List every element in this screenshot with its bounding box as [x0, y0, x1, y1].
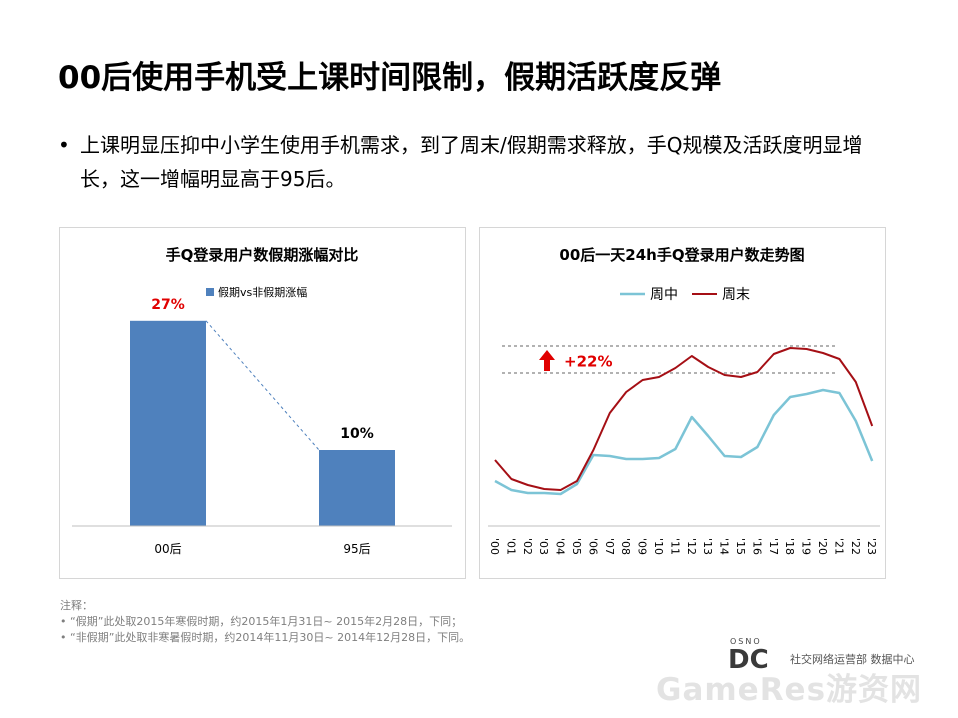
x-tick-label-21: '21 — [832, 538, 845, 555]
x-tick-label-20: '20 — [816, 538, 829, 555]
bar-1 — [130, 320, 206, 526]
bar-connector-line — [205, 320, 320, 451]
increase-annotation: +22% — [564, 353, 612, 371]
x-tick-label-22: '22 — [849, 538, 862, 555]
note-text-2: “非假期”此处取非寒暑假时期，约2014年11月30日~ 2014年12月28日… — [70, 631, 471, 644]
line-chart: 00后一天24h手Q登录用户数走势图 周中 周末 +22%'00'01'02'0… — [488, 246, 880, 555]
line-chart-panel: 00后一天24h手Q登录用户数走势图 周中 周末 +22% '00'01'02'0… — [479, 227, 886, 579]
bar-legend-swatch — [206, 288, 214, 296]
x-tick-label-4: '04 — [554, 538, 567, 555]
x-tick-label-15: '15 — [734, 538, 747, 555]
x-tick-label-7: '07 — [603, 538, 616, 555]
notes: 注释： • “假期”此处取2015年寒假时期，约2015年1月31日~ 2015… — [60, 598, 470, 646]
bullet-text: 上课明显压抑中小学生使用手机需求，到了周末/假期需求释放，手Q规模及活跃度明显增… — [80, 133, 863, 191]
bar-data-label-1: 27% — [151, 297, 185, 313]
x-tick-label-5: '05 — [570, 538, 583, 555]
x-tick-label-1: '01 — [504, 538, 517, 555]
logo-letters: DC — [728, 645, 769, 671]
dc-logo: OSNO DC — [728, 635, 788, 675]
bar-marks: 27% 00后 10% 95后 — [130, 297, 395, 556]
series-line-weekday — [494, 388, 874, 496]
bullet-point: • 上课明显压抑中小学生使用手机需求，到了周末/假期需求释放，手Q规模及活跃度明… — [58, 128, 898, 196]
x-tick-label-13: '13 — [701, 538, 714, 555]
legend-weekday-label: 周中 — [650, 287, 678, 303]
bar-chart-title: 手Q登录用户数假期涨幅对比 — [166, 246, 359, 264]
bar-legend-label: 假期vs非假期涨幅 — [218, 285, 307, 299]
watermark: GameRes游资网 — [656, 672, 923, 708]
x-tick-label-19: '19 — [800, 538, 813, 555]
x-tick-label-2: '02 — [521, 538, 534, 555]
bullet-dot: • — [58, 133, 70, 157]
dc-logo-mark: OSNO DC — [728, 637, 769, 675]
increase-arrow-icon — [539, 350, 555, 371]
note-item-1: • “假期”此处取2015年寒假时期，约2015年1月31日~ 2015年2月2… — [60, 615, 463, 628]
bar-chart: 手Q登录用户数假期涨幅对比 假期vs非假期涨幅 27% 00后 10% 95后 — [72, 246, 452, 556]
logo-small-text: OSNO — [730, 637, 762, 646]
x-tick-label-11: '11 — [668, 538, 681, 555]
x-tick-label-6: '06 — [586, 538, 599, 555]
x-tick-label-14: '14 — [718, 538, 731, 555]
slide-title: 00后使用手机受上课时间限制，假期活跃度反弹 — [58, 60, 722, 96]
logo-caption: 社交网络运营部 数据中心 — [790, 653, 915, 666]
x-tick-label-8: '08 — [619, 538, 632, 555]
legend-weekend-label: 周末 — [722, 287, 750, 303]
bar-category-label-1: 00后 — [154, 542, 181, 556]
bar-chart-panel: 手Q登录用户数假期涨幅对比 假期vs非假期涨幅 27% 00后 10% 95后 — [59, 227, 466, 579]
x-tick-label-12: '12 — [685, 538, 698, 555]
x-tick-label-0: '00 — [488, 538, 501, 555]
line-chart-title: 00后一天24h手Q登录用户数走势图 — [559, 246, 804, 264]
x-tick-label-3: '03 — [537, 538, 550, 555]
bar-2 — [319, 450, 395, 526]
note-item-2: • “非假期”此处取非寒暑假时期，约2014年11月30日~ 2014年12月2… — [60, 631, 471, 644]
bar-data-label-2: 10% — [340, 426, 374, 442]
x-tick-label-17: '17 — [767, 538, 780, 555]
notes-header: 注释： — [60, 599, 93, 612]
x-tick-label-18: '18 — [783, 538, 796, 555]
bar-category-label-2: 95后 — [343, 542, 370, 556]
x-tick-label-23: '23 — [865, 538, 878, 555]
x-tick-label-16: '16 — [750, 538, 763, 555]
note-text-1: “假期”此处取2015年寒假时期，约2015年1月31日~ 2015年2月28日… — [70, 615, 463, 628]
line-marks: +22% '00'01 '02'03 '04'05'06 '07'08 '09'10'11… — [488, 345, 878, 555]
series-line-weekend — [494, 347, 874, 491]
x-tick-label-10: '10 — [652, 538, 665, 555]
x-tick-label-9: '09 — [636, 538, 649, 555]
